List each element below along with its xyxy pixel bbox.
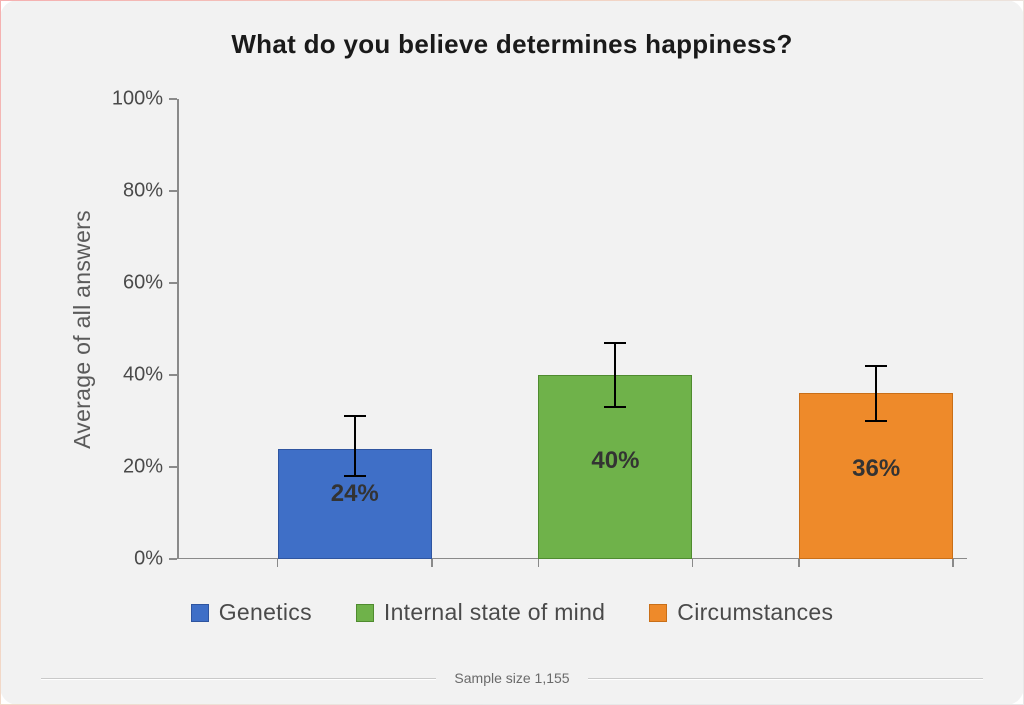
- legend: Genetics Internal state of mind Circumst…: [1, 599, 1023, 626]
- sample-size-text: Sample size 1,155: [454, 670, 569, 686]
- y-tick-label: 100%: [112, 88, 163, 111]
- y-tick-label: 20%: [123, 456, 163, 479]
- x-tick: [277, 559, 279, 567]
- error-bar-genetics: [354, 416, 356, 476]
- y-tick: [169, 190, 177, 192]
- bar-value-label-internal: 40%: [539, 447, 691, 475]
- y-tick: [169, 466, 177, 468]
- error-cap-circumstances: [865, 365, 887, 367]
- error-bar-circumstances: [875, 366, 877, 421]
- bar-value-label-circumstances: 36%: [800, 455, 952, 483]
- error-cap-genetics: [344, 475, 366, 477]
- y-axis-title-wrap: Average of all answers: [67, 99, 97, 559]
- footer-rule-right: [588, 678, 983, 679]
- legend-swatch-circumstances: [649, 604, 667, 622]
- y-tick: [169, 98, 177, 100]
- error-cap-circumstances: [865, 420, 887, 422]
- legend-item-internal: Internal state of mind: [356, 599, 605, 626]
- bar-value-label-genetics: 24%: [279, 480, 431, 508]
- y-tick-label: 60%: [123, 272, 163, 295]
- chart-title: What do you believe determines happiness…: [1, 29, 1023, 60]
- legend-swatch-internal: [356, 604, 374, 622]
- legend-item-genetics: Genetics: [191, 599, 312, 626]
- plot-area: 0%20%40%60%80%100%24%40%36%: [177, 99, 967, 559]
- y-tick: [169, 374, 177, 376]
- legend-label-internal: Internal state of mind: [384, 599, 605, 626]
- error-cap-internal: [604, 406, 626, 408]
- x-tick: [798, 559, 800, 567]
- legend-item-circumstances: Circumstances: [649, 599, 833, 626]
- y-axis-title: Average of all answers: [69, 210, 96, 449]
- x-tick: [692, 559, 694, 567]
- footer-rule-left: [41, 678, 436, 679]
- footer: Sample size 1,155: [1, 670, 1023, 686]
- y-tick: [169, 558, 177, 560]
- error-bar-internal: [614, 343, 616, 407]
- legend-label-circumstances: Circumstances: [677, 599, 833, 626]
- x-tick: [431, 559, 433, 567]
- y-tick-label: 40%: [123, 364, 163, 387]
- y-tick-label: 0%: [134, 548, 163, 571]
- legend-swatch-genetics: [191, 604, 209, 622]
- y-tick: [169, 282, 177, 284]
- y-tick-label: 80%: [123, 180, 163, 203]
- legend-label-genetics: Genetics: [219, 599, 312, 626]
- y-axis-line: [177, 99, 179, 559]
- error-cap-internal: [604, 342, 626, 344]
- x-tick: [538, 559, 540, 567]
- error-cap-genetics: [344, 415, 366, 417]
- x-tick: [952, 559, 954, 567]
- chart-card: What do you believe determines happiness…: [0, 0, 1024, 705]
